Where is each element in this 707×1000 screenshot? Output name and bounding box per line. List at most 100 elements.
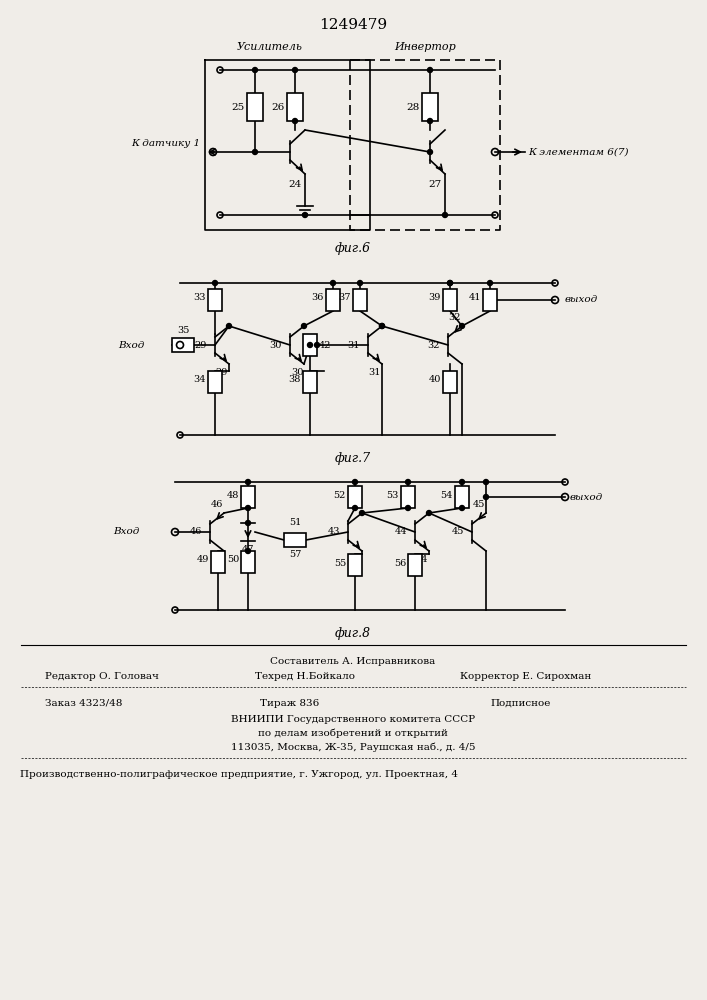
Circle shape [380,324,385,328]
Text: Производственно-полиграфическое предприятие, г. Ужгород, ул. Проектная, 4: Производственно-полиграфическое предприя… [20,770,458,779]
Circle shape [308,342,312,348]
Bar [443,371,457,393]
Text: Подписное: Подписное [490,699,550,708]
Text: 30: 30 [269,340,282,350]
Text: Инвертор: Инвертор [394,42,456,52]
Circle shape [406,480,411,485]
Bar [348,554,362,576]
Text: 45: 45 [473,500,485,509]
Text: 42: 42 [319,340,332,350]
Text: 27: 27 [428,180,442,189]
Text: 54: 54 [440,490,453,499]
Bar [303,371,317,393]
Circle shape [245,506,250,510]
Bar [483,289,497,311]
Circle shape [484,494,489,499]
Circle shape [293,118,298,123]
Text: 55: 55 [334,558,346,568]
Text: 32: 32 [449,313,461,322]
Text: 47: 47 [242,545,255,554]
Text: 26: 26 [271,103,285,111]
Text: 37: 37 [339,294,351,302]
Bar [284,533,306,547]
Text: 50: 50 [227,556,239,564]
Text: 36: 36 [312,294,324,302]
Text: К элементам 6(7): К элементам 6(7) [528,147,629,156]
Text: по делам изобретений и открытий: по делам изобретений и открытий [258,729,448,738]
Text: 49: 49 [197,556,209,564]
Text: 45: 45 [452,528,464,536]
Text: 113035, Москва, Ж-35, Раушская наб., д. 4/5: 113035, Москва, Ж-35, Раушская наб., д. … [230,743,475,752]
Circle shape [245,548,250,554]
Circle shape [426,510,431,516]
Text: Составитель А. Исправникова: Составитель А. Исправникова [270,657,436,666]
Circle shape [252,68,257,73]
Text: 52: 52 [334,490,346,499]
Text: Усилитель: Усилитель [237,42,303,52]
Text: Тираж 836: Тираж 836 [260,699,320,708]
Bar [241,486,255,508]
Text: Корректор Е. Сирохман: Корректор Е. Сирохман [460,672,591,681]
Bar [303,334,317,356]
Text: 57: 57 [289,550,301,559]
Circle shape [245,520,250,526]
Circle shape [428,149,433,154]
Text: 43: 43 [349,555,361,564]
Bar [353,289,367,311]
Text: 56: 56 [394,558,406,568]
Text: Заказ 4323/48: Заказ 4323/48 [45,699,122,708]
Text: 1249479: 1249479 [319,18,387,32]
Text: фиг.8: фиг.8 [335,627,371,640]
Text: 38: 38 [288,375,301,384]
Circle shape [460,324,464,328]
Circle shape [460,506,464,510]
Text: 35: 35 [177,326,189,335]
Text: 46: 46 [189,528,202,536]
Bar [443,289,457,311]
Circle shape [428,68,433,73]
Text: 51: 51 [289,518,301,527]
Text: 30: 30 [291,368,303,377]
Text: Редактор О. Головач: Редактор О. Головач [45,672,159,681]
Circle shape [315,342,320,348]
Text: 48: 48 [227,490,239,499]
Circle shape [460,480,464,485]
Bar [422,93,438,121]
Circle shape [448,280,452,286]
Text: 39: 39 [428,294,441,302]
Text: 44: 44 [416,555,428,564]
Circle shape [226,324,231,328]
Bar [241,551,255,573]
Bar [287,93,303,121]
Text: выход: выход [570,492,603,502]
Bar [401,486,415,508]
Circle shape [245,480,250,485]
Circle shape [303,213,308,218]
Bar [348,486,362,508]
Text: 53: 53 [387,490,399,499]
Circle shape [488,280,493,286]
Circle shape [380,324,385,328]
Circle shape [330,280,336,286]
Bar [208,289,222,311]
Text: 24: 24 [288,180,302,189]
Text: 33: 33 [194,294,206,302]
Circle shape [443,213,448,218]
Text: Вход: Вход [114,528,140,536]
Text: 46: 46 [211,500,223,509]
Text: фиг.7: фиг.7 [335,452,371,465]
Text: 28: 28 [407,103,420,111]
Circle shape [301,324,307,328]
Bar [172,338,194,352]
Bar [326,289,340,311]
Text: Вход: Вход [119,340,145,350]
Circle shape [428,118,433,123]
Circle shape [358,280,363,286]
Circle shape [406,506,411,510]
Circle shape [484,480,489,485]
Circle shape [252,149,257,154]
Text: выход: выход [565,296,598,304]
Circle shape [353,506,358,510]
Text: 40: 40 [428,375,441,384]
Bar [208,371,222,393]
